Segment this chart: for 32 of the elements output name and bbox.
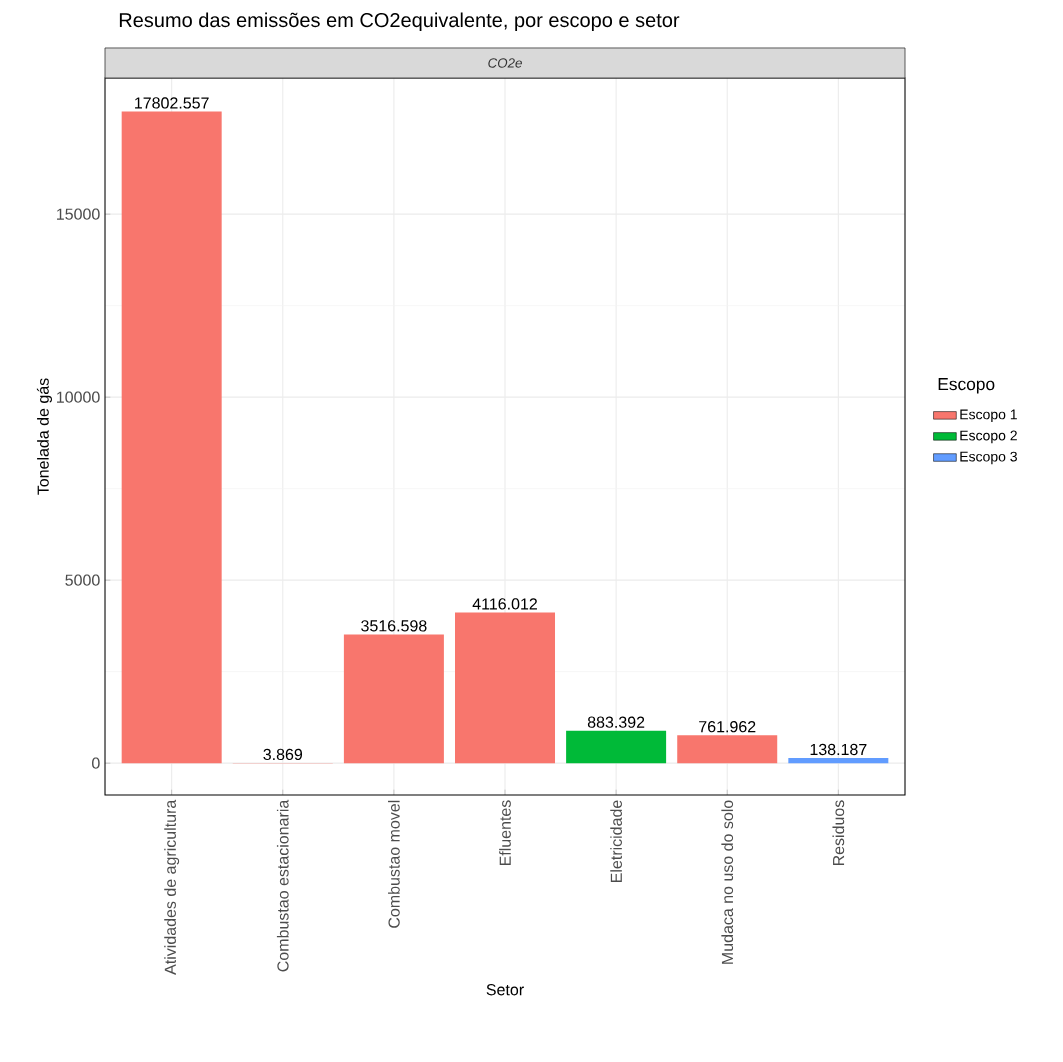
data-label: 761.962 <box>699 721 756 733</box>
x-tick-label: Combustao estacionaria <box>276 799 289 972</box>
y-tick-label: 5000 <box>65 574 100 586</box>
x-axis-title: Setor <box>486 984 524 996</box>
y-tick-label: 10000 <box>57 391 100 403</box>
data-label: 4116.012 <box>472 598 537 610</box>
x-tick-label: Efluentes <box>499 800 511 866</box>
legend-label: Escopo 3 <box>960 451 1017 465</box>
bar <box>677 735 778 764</box>
y-axis-title: Tonelada de gás <box>36 378 52 495</box>
legend-title: Escopo <box>938 378 995 394</box>
chart-title: Resumo das emissões em CO2equivalente, por escopo e setor <box>119 12 680 32</box>
data-label: 17802.557 <box>135 97 209 109</box>
legend-label: Escopo 2 <box>960 430 1017 444</box>
y-tick-label: 15000 <box>57 208 100 220</box>
chart-subtitle: CO2e <box>488 58 522 68</box>
x-tick-label: Residuos <box>832 800 845 866</box>
y-tick-label: 0 <box>92 757 100 769</box>
bar <box>455 612 556 764</box>
x-tick-label: Eletricidade <box>610 800 622 882</box>
data-label: 883.392 <box>587 716 645 728</box>
bar <box>788 758 889 764</box>
x-tick-label: Combustao movel <box>388 800 400 928</box>
x-tick-label: Atividades de agricultura <box>164 799 180 975</box>
bar <box>121 111 222 764</box>
x-tick-label: Mudaca no uso do solo <box>721 800 734 964</box>
bar <box>566 730 667 764</box>
data-label: 3.869 <box>263 748 303 761</box>
data-label: 3516.598 <box>361 620 427 632</box>
legend-label: Escopo 1 <box>960 409 1017 423</box>
bar <box>343 634 444 764</box>
data-label: 138.187 <box>810 743 867 756</box>
